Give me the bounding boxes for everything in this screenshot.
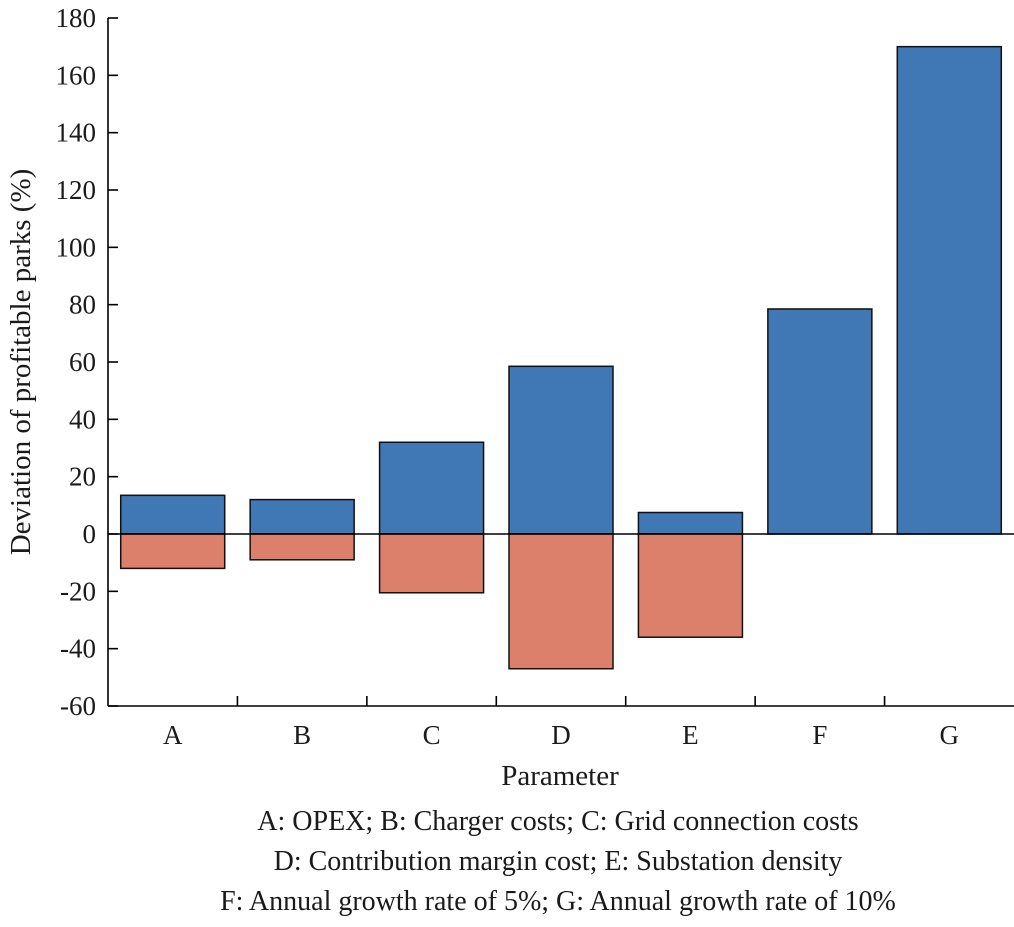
x-tick-label: A [163, 720, 183, 750]
x-axis-title: Parameter [501, 760, 619, 792]
x-tick-label: G [940, 720, 960, 750]
bars [119, 45, 1003, 670]
x-tick-label: D [551, 720, 571, 750]
y-tick-label: 60 [69, 347, 96, 377]
bar-negative-D [508, 533, 614, 670]
bar-negative-A [119, 533, 226, 570]
y-axis-ticks: -60 -40 -20 0 20 40 60 80 100 120 140 160 180 [56, 3, 118, 721]
y-tick-label: -20 [60, 576, 96, 606]
bar-positive-C [378, 441, 485, 535]
bar-negative-B [249, 533, 355, 561]
y-tick-label: 20 [69, 462, 96, 492]
x-tick-label: C [423, 720, 441, 750]
y-tick-label: 180 [56, 3, 97, 33]
bar-positive-G [896, 45, 1003, 535]
x-tick-label: B [293, 720, 311, 750]
bar-negative-E [637, 533, 744, 638]
y-tick-label: 40 [69, 404, 96, 434]
bar-positive-D [508, 365, 614, 535]
y-tick-label: 0 [83, 519, 97, 549]
y-tick-label: -40 [60, 634, 96, 664]
bar-positive-A [119, 494, 226, 535]
x-tick-label: E [682, 720, 699, 750]
legend-footnote-line-3: F: Annual growth rate of 5%; G: Annual g… [220, 886, 896, 917]
y-tick-label: -60 [60, 691, 96, 721]
bar-positive-B [249, 498, 355, 535]
bar-positive-F [767, 308, 873, 535]
y-tick-label: 120 [56, 175, 97, 205]
legend-footnote-line-1: A: OPEX; B: Charger costs; C: Grid conne… [257, 806, 858, 837]
y-tick-label: 80 [69, 290, 96, 320]
legend-footnote-line-2: D: Contribution margin cost; E: Substati… [274, 846, 843, 877]
x-tick-label: F [812, 720, 827, 750]
bar-positive-E [637, 511, 744, 535]
x-axis-ticks: A B C D E F G [163, 696, 959, 750]
y-tick-label: 100 [56, 232, 97, 262]
y-axis-title: Deviation of profitable parks (%) [5, 169, 37, 556]
bar-negative-C [378, 533, 485, 594]
y-tick-label: 160 [56, 60, 97, 90]
y-tick-label: 140 [56, 118, 97, 148]
